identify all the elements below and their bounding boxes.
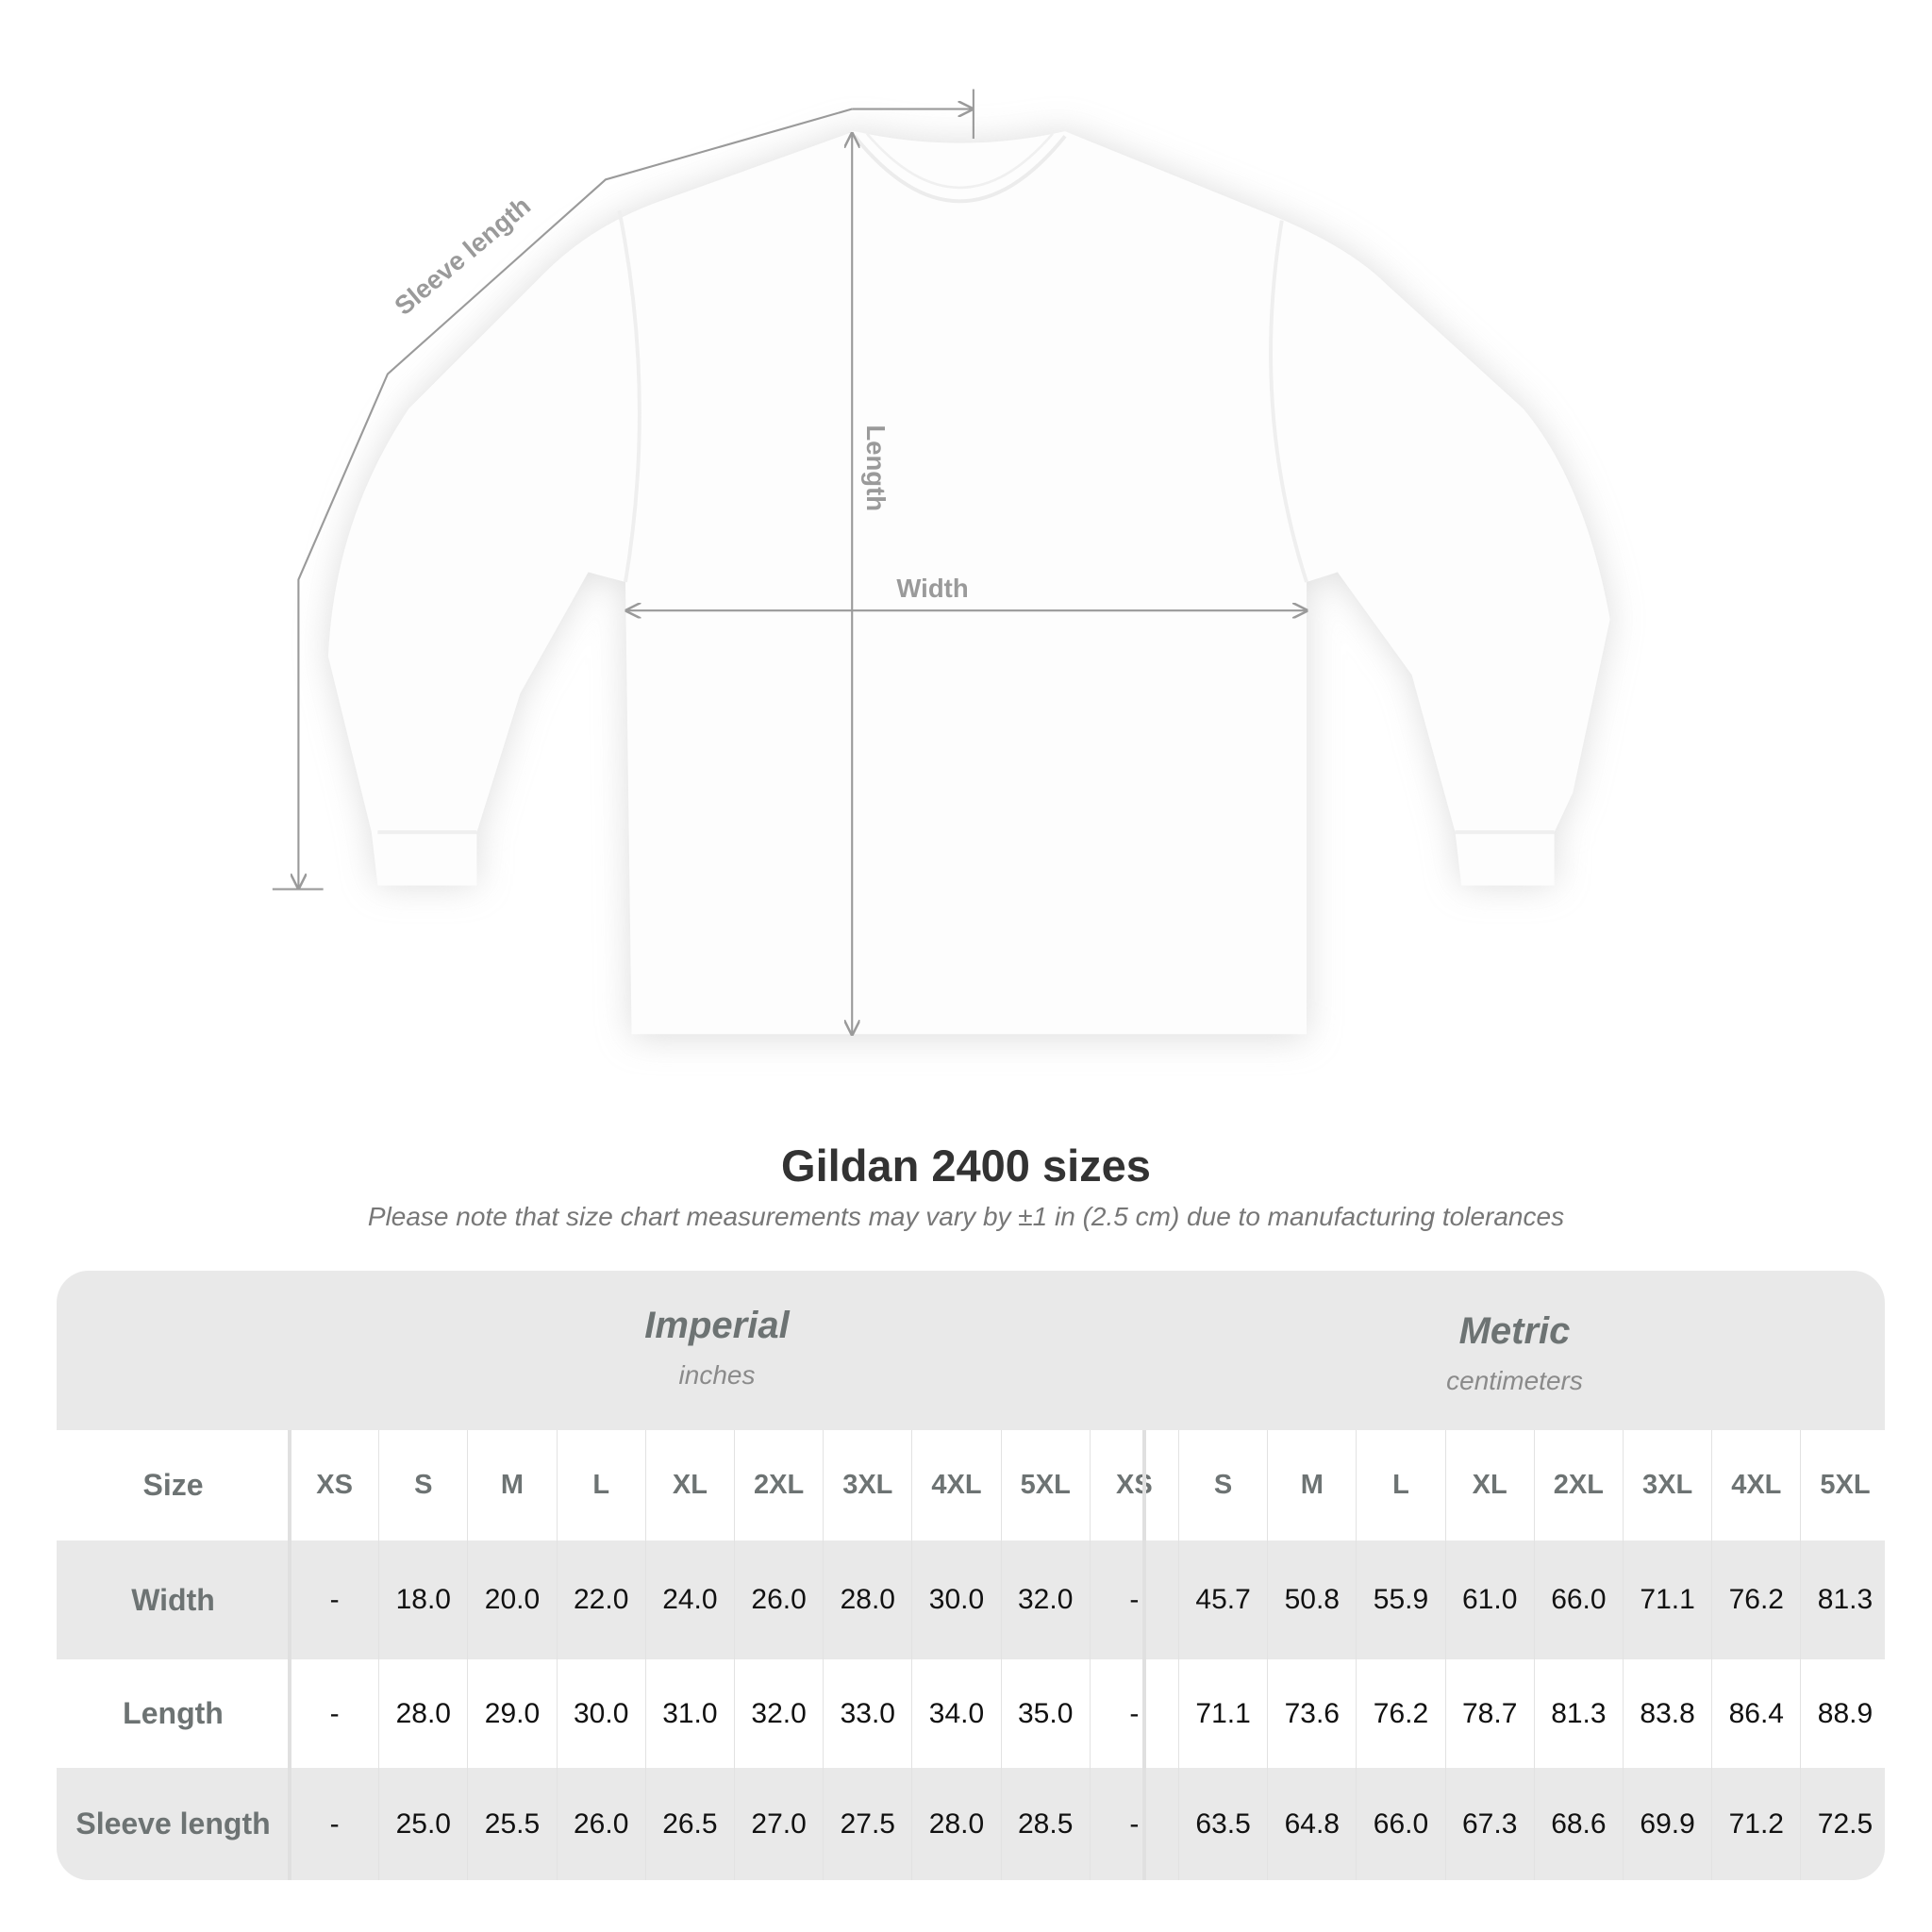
value-cell: 20.0 <box>467 1541 556 1659</box>
value-cell: - <box>290 1659 378 1768</box>
length-label: Length <box>861 425 891 511</box>
size-header-cell: L <box>1356 1430 1444 1541</box>
size-header-cell: 5XL <box>1800 1430 1885 1541</box>
size-header-cell: S <box>1178 1430 1267 1541</box>
value-cell: 32.0 <box>1000 1541 1090 1659</box>
value-cell: 32.0 <box>734 1659 823 1768</box>
size-header-cell: 3XL <box>1623 1430 1711 1541</box>
value-cell: 71.1 <box>1623 1541 1711 1659</box>
value-cell: 30.0 <box>556 1659 645 1768</box>
column-divider <box>1142 1430 1146 1880</box>
value-cell: 81.3 <box>1533 1659 1623 1768</box>
size-header-cell: 2XL <box>734 1430 823 1541</box>
size-header-cell: XS <box>290 1430 378 1541</box>
value-cell: 28.0 <box>911 1768 1000 1880</box>
value-cell: 76.2 <box>1711 1541 1800 1659</box>
value-cell: 22.0 <box>556 1541 645 1659</box>
value-cell: 27.0 <box>734 1768 823 1880</box>
value-cell: 67.3 <box>1444 1768 1534 1880</box>
value-cell: 26.5 <box>644 1768 734 1880</box>
row-label: Length <box>123 1696 224 1730</box>
column-divider <box>288 1430 291 1880</box>
value-cell: 27.5 <box>823 1768 911 1880</box>
value-cell: 81.3 <box>1800 1541 1885 1659</box>
value-cell: 78.7 <box>1444 1659 1534 1768</box>
value-cell: 28.0 <box>378 1659 467 1768</box>
value-cell: 83.8 <box>1623 1659 1711 1768</box>
value-cell: 25.5 <box>467 1768 556 1880</box>
size-header-cell: S <box>378 1430 467 1541</box>
value-cell: 73.6 <box>1267 1659 1356 1768</box>
size-header-cell: 4XL <box>911 1430 1000 1541</box>
size-header-cell: 2XL <box>1533 1430 1623 1541</box>
value-cell: 71.1 <box>1178 1659 1267 1768</box>
sleeve-length-label: Sleeve length <box>389 191 536 321</box>
value-cell: 28.5 <box>1000 1768 1090 1880</box>
value-cell: - <box>1089 1768 1178 1880</box>
value-cell: - <box>1089 1541 1178 1659</box>
size-header-cell: M <box>467 1430 556 1541</box>
value-cell: 66.0 <box>1356 1768 1444 1880</box>
value-cell: 26.0 <box>556 1768 645 1880</box>
value-cell: 68.6 <box>1533 1768 1623 1880</box>
imperial-header: Imperial inches <box>290 1305 1144 1391</box>
size-label: Size <box>142 1468 204 1502</box>
value-cell: 26.0 <box>734 1541 823 1659</box>
page-title: Gildan 2400 sizes <box>781 1141 1151 1191</box>
metric-header: Metric centimeters <box>1144 1310 1885 1396</box>
size-header-cell: L <box>556 1430 645 1541</box>
value-cell: - <box>290 1768 378 1880</box>
width-label: Width <box>896 574 968 603</box>
value-cell: 66.0 <box>1533 1541 1623 1659</box>
value-cell: 30.0 <box>911 1541 1000 1659</box>
imperial-unit: inches <box>678 1360 756 1390</box>
imperial-label: Imperial <box>644 1305 790 1346</box>
tolerance-note: Please note that size chart measurements… <box>367 1202 1565 1231</box>
value-cell: 50.8 <box>1267 1541 1356 1659</box>
measurement-lines <box>272 89 1307 1035</box>
size-header-cell: 3XL <box>823 1430 911 1541</box>
size-header-cell: XS <box>1089 1430 1178 1541</box>
metric-unit: centimeters <box>1446 1366 1583 1395</box>
table-row: Length -28.0 29.0 30.0 31.0 32.0 33.0 34.0 35.0-… <box>57 1659 1885 1768</box>
value-cell: 55.9 <box>1356 1541 1444 1659</box>
value-cell: 69.9 <box>1623 1768 1711 1880</box>
value-cell: 33.0 <box>823 1659 911 1768</box>
value-cell: 61.0 <box>1444 1541 1534 1659</box>
value-cell: 35.0 <box>1000 1659 1090 1768</box>
long-sleeve-shirt <box>327 131 1610 1039</box>
value-cell: 18.0 <box>378 1541 467 1659</box>
row-label: Width <box>131 1582 215 1617</box>
value-cell: 63.5 <box>1178 1768 1267 1880</box>
table-row: Sleeve length -25.0 25.5 26.0 26.5 27.0 27.5 28… <box>57 1768 1885 1880</box>
size-header-cell: XL <box>1444 1430 1534 1541</box>
value-cell: 28.0 <box>823 1541 911 1659</box>
metric-label: Metric <box>1458 1310 1571 1352</box>
value-cell: 88.9 <box>1800 1659 1885 1768</box>
value-cell: 45.7 <box>1178 1541 1267 1659</box>
row-label: Sleeve length <box>75 1807 271 1840</box>
value-cell: 86.4 <box>1711 1659 1800 1768</box>
value-cell: 71.2 <box>1711 1768 1800 1880</box>
value-cell: - <box>1089 1659 1178 1768</box>
table-row: Width -18.0 20.0 22.0 24.0 26.0 28.0 30.0 32.0-4… <box>57 1541 1885 1659</box>
value-cell: 64.8 <box>1267 1768 1356 1880</box>
size-header-cell: 5XL <box>1000 1430 1090 1541</box>
value-cell: 72.5 <box>1800 1768 1885 1880</box>
value-cell: 29.0 <box>467 1659 556 1768</box>
value-cell: - <box>290 1541 378 1659</box>
value-cell: 25.0 <box>378 1768 467 1880</box>
size-header-row: Size XS S M L XL 2XL 3XL 4XL 5XL XS S M L XL 2XL 3XL 4XL 5… <box>57 1430 1885 1541</box>
value-cell: 34.0 <box>911 1659 1000 1768</box>
size-header-cell: M <box>1267 1430 1356 1541</box>
value-cell: 24.0 <box>644 1541 734 1659</box>
size-header-cell: 4XL <box>1711 1430 1800 1541</box>
size-header-cell: XL <box>644 1430 734 1541</box>
value-cell: 76.2 <box>1356 1659 1444 1768</box>
size-table: Imperial inches Metric centimeters Size X… <box>57 1271 1885 1880</box>
unit-header-band <box>57 1271 1885 1430</box>
value-cell: 31.0 <box>644 1659 734 1768</box>
